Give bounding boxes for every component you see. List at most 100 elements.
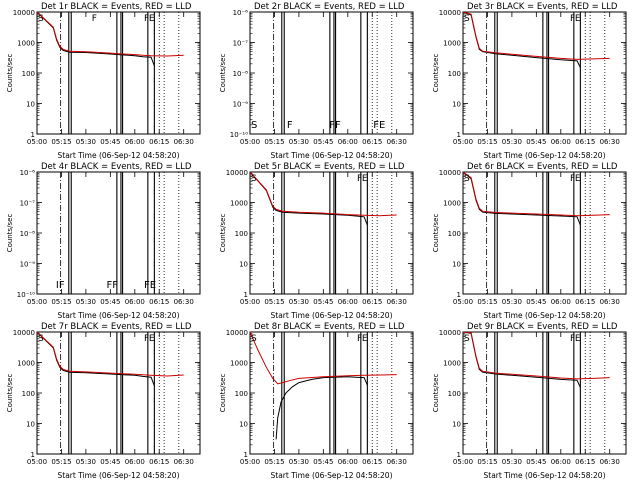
x-tick-label: 05:00 (453, 458, 473, 466)
x-tick-label: 05:45 (313, 138, 333, 146)
x-tick-label: 06:00 (551, 458, 571, 466)
y-tick-label: 100 (235, 390, 248, 398)
y-tick-label: 1000 (17, 360, 35, 368)
y-tick-label: 10 (452, 101, 461, 109)
plot-frame (249, 171, 414, 295)
y-tick-label: 1000 (230, 360, 248, 368)
y-axis-label: Counts/sec (6, 54, 14, 93)
x-tick-label: 06:15 (149, 298, 169, 306)
y-axis-label: Counts/sec (219, 214, 227, 253)
marker-label: FF (106, 280, 118, 291)
lld-series-line (37, 332, 184, 377)
x-tick-label: 06:00 (338, 138, 358, 146)
y-axis-label: Counts/sec (432, 214, 440, 253)
marker-label: S (464, 174, 470, 184)
y-tick-label: 1000 (443, 360, 461, 368)
x-tick-label: 05:30 (289, 458, 309, 466)
events-series-line (463, 12, 581, 68)
y-tick-label: 10⁻⁸ (233, 70, 249, 78)
y-tick-label: 1 (244, 291, 248, 299)
y-tick-label: 100 (22, 70, 35, 78)
x-tick-label: 06:15 (362, 138, 382, 146)
x-tick-label: 06:15 (149, 458, 169, 466)
x-tick-label: 05:45 (100, 138, 120, 146)
x-tick-label: 06:00 (551, 298, 571, 306)
y-tick-label: 10000 (439, 9, 461, 17)
marker-label: S (464, 334, 470, 344)
marker-label: E (362, 174, 368, 184)
x-tick-label: 05:30 (502, 458, 522, 466)
y-tick-label: 1 (457, 291, 461, 299)
x-tick-label: 06:00 (338, 298, 358, 306)
lld-series-line (250, 332, 397, 385)
marker-label: E (575, 174, 581, 184)
x-tick-label: 05:00 (27, 298, 47, 306)
y-axis-label: Counts/sec (6, 374, 14, 413)
marker-label: S (38, 14, 44, 24)
y-tick-label: 10⁻⁹ (20, 261, 36, 269)
x-tick-label: 06:30 (387, 298, 407, 306)
chart-panel-9: Det 9r BLACK = Events, RED = LLD Counts/s… (432, 322, 627, 480)
x-tick-label: 05:45 (526, 138, 546, 146)
x-tick-label: 06:15 (575, 458, 595, 466)
y-axis-label: Counts/sec (219, 54, 227, 93)
plot-frame (249, 11, 414, 135)
x-tick-label: 05:15 (477, 298, 497, 306)
lld-series-line (463, 12, 610, 60)
marker-label: F (357, 334, 362, 344)
plot-frame (462, 11, 627, 135)
x-axis-label: Start Time (06-Sep-12 04:58:20) (484, 471, 606, 480)
events-series-line (463, 332, 581, 388)
marker-label: IF (56, 280, 65, 291)
x-tick-label: 05:00 (27, 458, 47, 466)
x-tick-label: 05:15 (264, 138, 284, 146)
events-series-line (250, 172, 368, 226)
chart-panel-8: Det 8r BLACK = Events, RED = LLD Counts/s… (219, 322, 414, 480)
y-tick-label: 10⁻⁸ (20, 230, 36, 238)
chart-panel-5: Det 5r BLACK = Events, RED = LLD Counts/s… (219, 162, 414, 320)
x-tick-label: 05:15 (51, 138, 71, 146)
y-tick-label: 1000 (230, 200, 248, 208)
x-axis-label: Start Time (06-Sep-12 04:58:20) (271, 151, 393, 160)
events-series-line (463, 172, 581, 226)
y-tick-label: 1 (244, 451, 248, 459)
x-tick-label: 05:30 (289, 138, 309, 146)
events-series-line (37, 332, 155, 387)
y-tick-label: 100 (448, 390, 461, 398)
lld-series-line (37, 12, 184, 57)
y-tick-label: 10⁻⁷ (233, 40, 249, 48)
y-tick-label: 10000 (439, 329, 461, 337)
x-tick-label: 05:15 (477, 138, 497, 146)
y-tick-label: 10 (452, 261, 461, 269)
marker-label: E (575, 334, 581, 344)
y-tick-label: 10⁻⁶ (20, 169, 36, 177)
y-tick-label: 10000 (226, 329, 248, 337)
x-axis-label: Start Time (06-Sep-12 04:58:20) (484, 311, 606, 320)
x-tick-label: 05:30 (502, 138, 522, 146)
x-axis-label: Start Time (06-Sep-12 04:58:20) (271, 311, 393, 320)
marker-label: S (251, 120, 257, 131)
x-tick-label: 05:15 (51, 298, 71, 306)
plot-frame (462, 331, 627, 455)
chart-title: Det 1r BLACK = Events, RED = LLD (41, 2, 192, 12)
plot-frame (462, 171, 627, 295)
x-tick-label: 06:00 (125, 138, 145, 146)
marker-label: F (570, 174, 575, 184)
x-tick-label: 05:00 (240, 298, 260, 306)
x-tick-label: 05:15 (264, 298, 284, 306)
marker-label: S (251, 174, 257, 184)
marker-label: S (38, 334, 44, 344)
chart-panel-4: Det 4r BLACK = Events, RED = LLD Counts/s… (6, 162, 201, 320)
y-axis-label: Counts/sec (219, 374, 227, 413)
x-tick-label: 06:30 (174, 298, 194, 306)
chart-title: Det 9r BLACK = Events, RED = LLD (467, 322, 618, 332)
x-tick-label: 05:30 (76, 458, 96, 466)
y-tick-label: 10000 (13, 329, 35, 337)
x-tick-label: 05:00 (27, 138, 47, 146)
y-tick-label: 1000 (443, 40, 461, 48)
chart-panel-7: Det 7r BLACK = Events, RED = LLD Counts/s… (6, 322, 201, 480)
y-tick-label: 1 (31, 131, 35, 139)
y-tick-label: 10 (239, 261, 248, 269)
marker-label: F (144, 14, 149, 24)
